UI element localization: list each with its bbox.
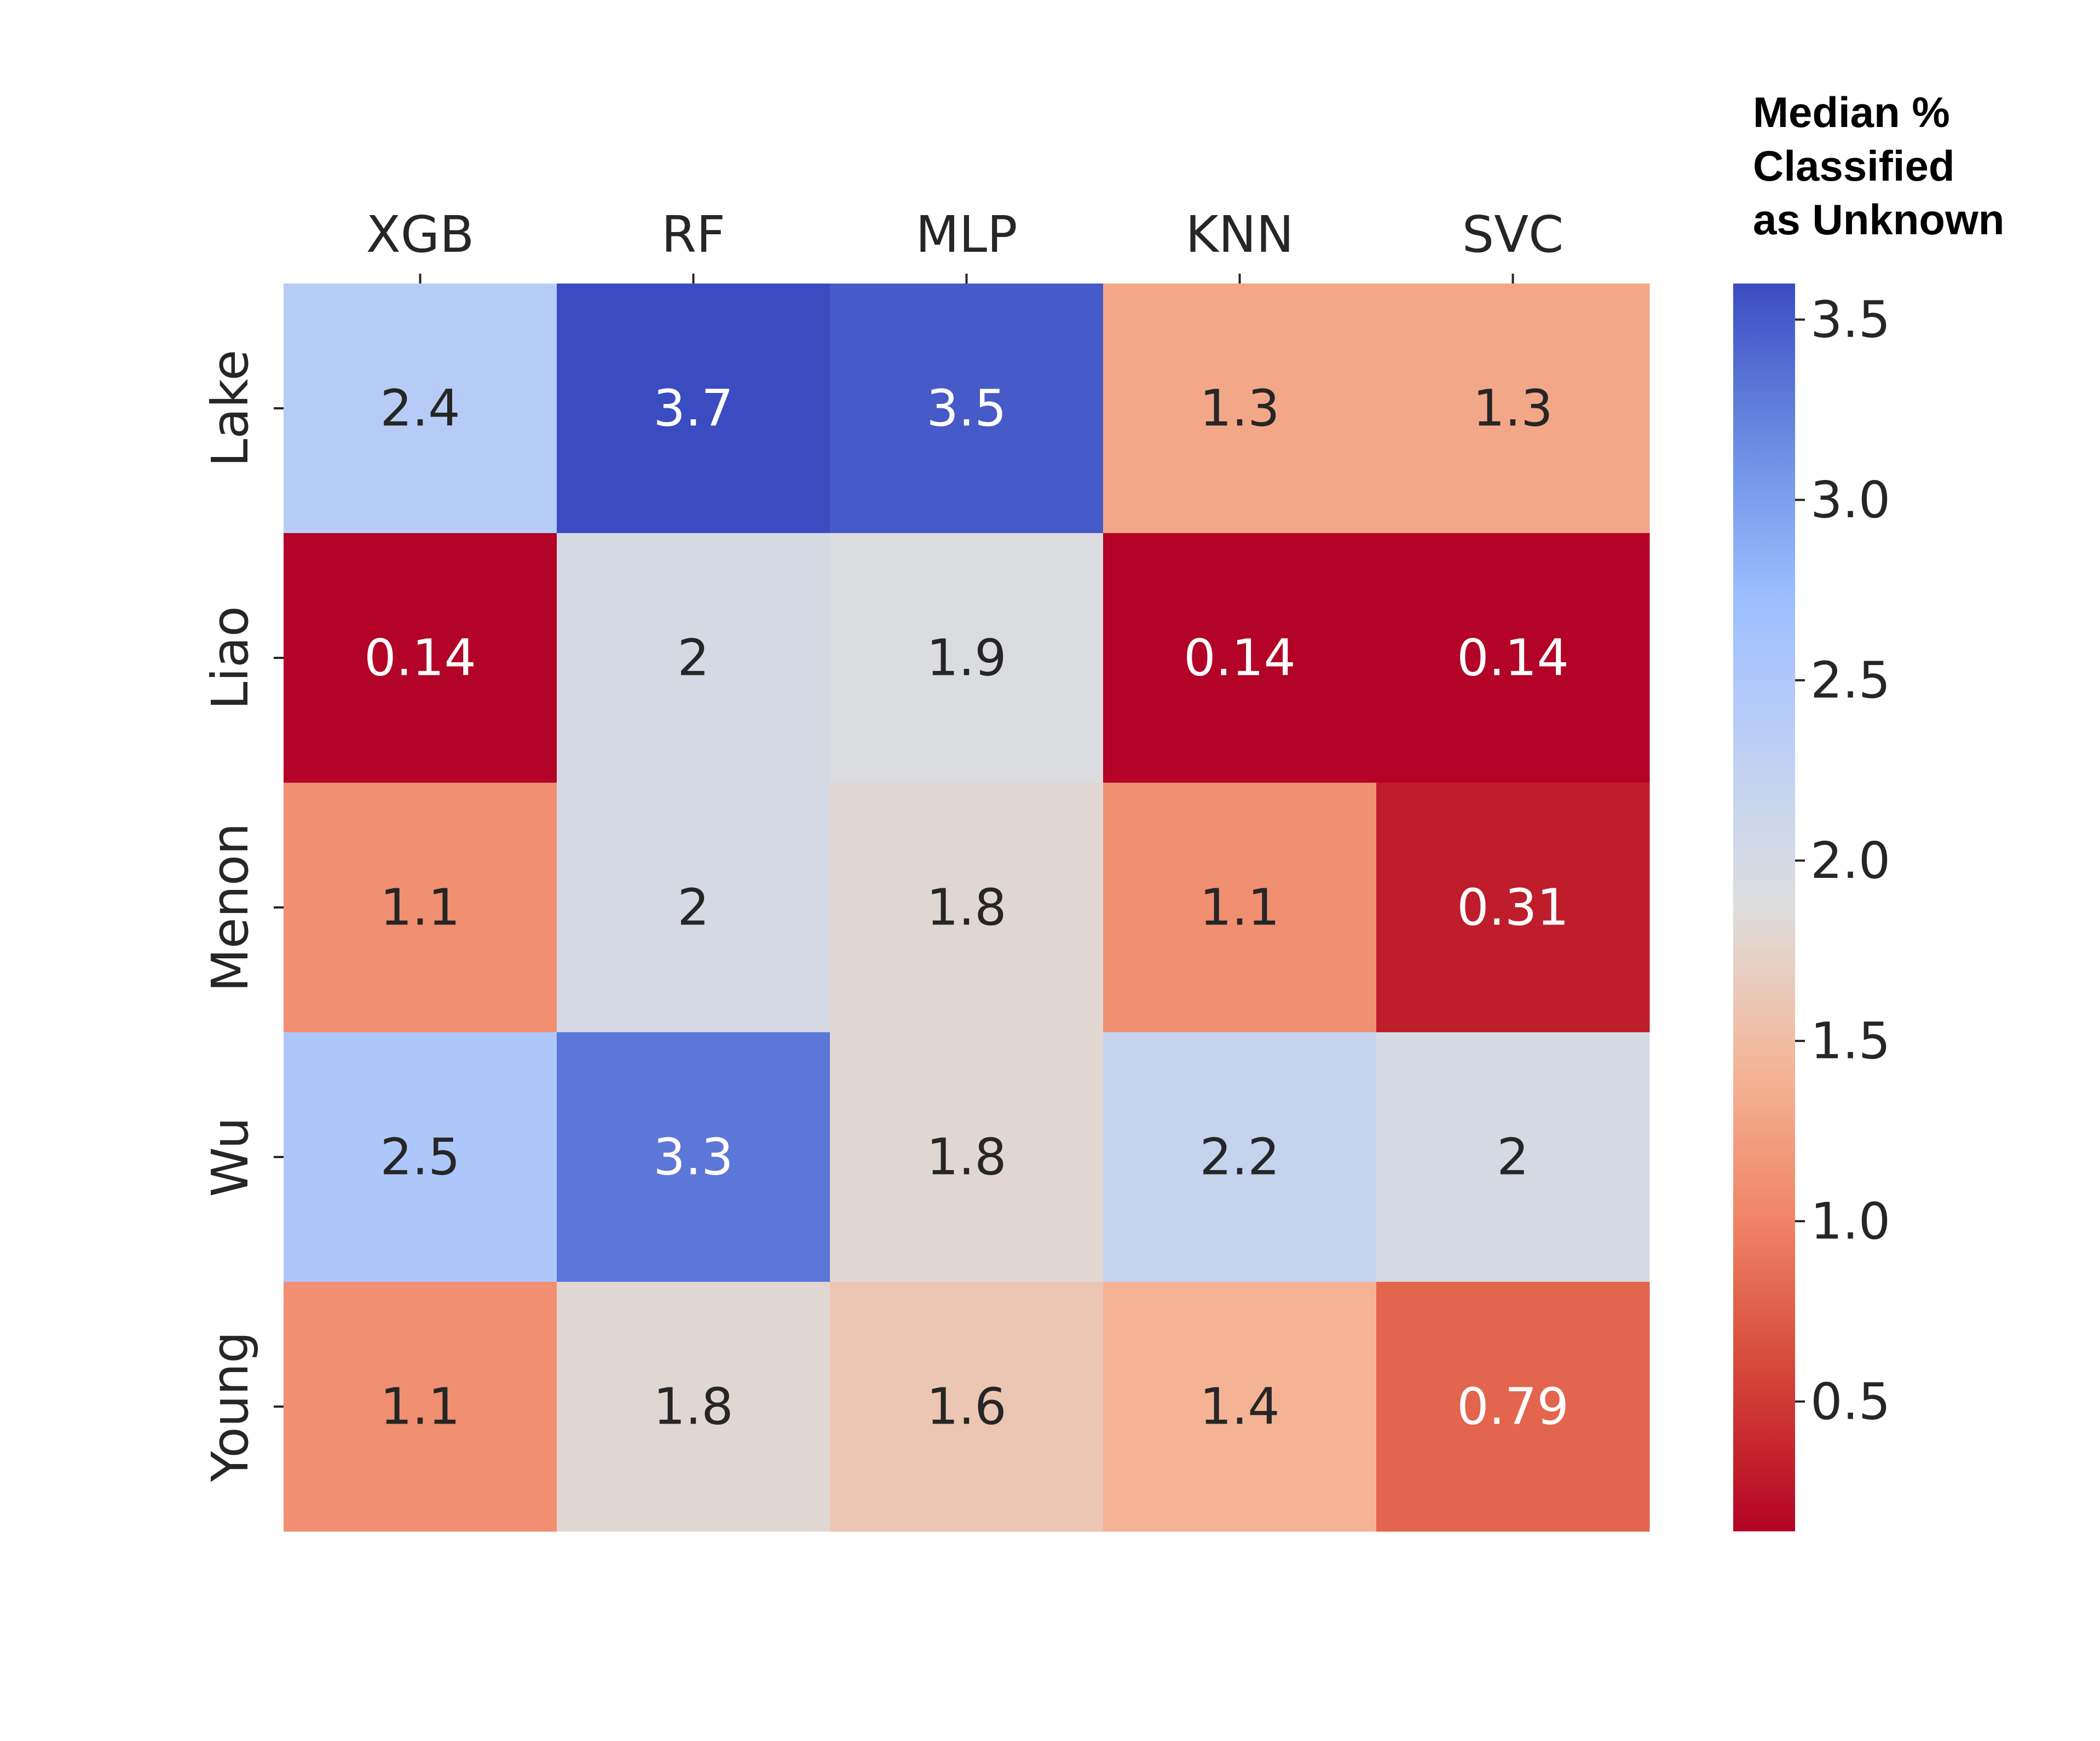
heatmap-cell-wu-mlp (830, 1032, 1104, 1282)
colorbar-tick-label: 3.5 (1810, 290, 1890, 349)
heatmap-cell-liao-knn (1103, 533, 1377, 783)
cell-value-label: 0.79 (1457, 1378, 1569, 1436)
heatmap-cell-young-xgb (284, 1282, 557, 1532)
heatmap-cell-young-rf (557, 1282, 830, 1532)
heatmap-cell-young-mlp (830, 1282, 1104, 1532)
x-tick-label-mlp: MLP (915, 205, 1017, 264)
cell-value-label: 1.8 (926, 878, 1006, 937)
colorbar-title-line: as Unknown (1753, 195, 2004, 244)
heatmap-cell-wu-rf (557, 1032, 830, 1282)
colorbar (1733, 284, 1795, 1531)
colorbar-tick-label: 1.5 (1810, 1011, 1890, 1070)
cell-value-label: 1.1 (1199, 878, 1279, 937)
heatmap-cell-liao-svc (1376, 533, 1650, 783)
cell-value-label: 3.7 (653, 379, 733, 438)
heatmap-cell-lake-xgb (284, 284, 557, 534)
colorbar-title-line: Classified (1753, 142, 1954, 190)
x-tick-label-svc: SVC (1462, 205, 1564, 264)
cell-value-label: 1.1 (380, 1378, 460, 1436)
colorbar-tick-label: 2.0 (1810, 831, 1890, 890)
cell-value-label: 2 (1497, 1128, 1529, 1187)
heatmap-cell-lake-knn (1103, 284, 1377, 534)
cell-value-label: 1.6 (926, 1378, 1006, 1436)
heatmap-cell-menon-xgb (284, 783, 557, 1033)
y-tick-label-lake: Lake (201, 350, 259, 467)
heatmap-cell-liao-rf (557, 533, 830, 783)
heatmap-cell-young-knn (1103, 1282, 1377, 1532)
y-tick-label-liao: Liao (201, 606, 259, 709)
heatmap-cell-menon-mlp (830, 783, 1104, 1033)
cell-value-label: 2.4 (380, 379, 460, 438)
cell-value-label: 1.9 (926, 629, 1006, 687)
cell-value-label: 0.14 (1184, 629, 1296, 687)
colorbar-title-line: Median % (1753, 88, 1950, 136)
cell-value-label: 0.14 (364, 629, 476, 687)
cell-value-label: 1.3 (1199, 379, 1279, 438)
heatmap-cell-lake-rf (557, 284, 830, 534)
heatmap-cell-lake-svc (1376, 284, 1650, 534)
cell-value-label: 1.1 (380, 878, 460, 937)
x-tick-label-xgb: XGB (366, 205, 474, 264)
colorbar-tick-label: 2.5 (1810, 651, 1890, 709)
cell-value-label: 2.5 (380, 1128, 460, 1187)
colorbar-tick-label: 3.0 (1810, 471, 1890, 529)
y-tick-label-wu: Wu (201, 1117, 259, 1197)
colorbar-tick-label: 0.5 (1810, 1372, 1890, 1431)
x-tick-label-knn: KNN (1186, 205, 1294, 264)
cell-value-label: 2 (677, 878, 709, 937)
cell-value-label: 1.4 (1199, 1378, 1279, 1436)
cell-value-label: 1.3 (1473, 379, 1553, 438)
heatmap-cell-menon-rf (557, 783, 830, 1033)
cell-value-label: 3.3 (653, 1128, 733, 1187)
heatmap-cell-young-svc (1376, 1282, 1650, 1532)
cell-value-label: 3.5 (926, 379, 1006, 438)
heatmap-cell-liao-xgb (284, 533, 557, 783)
heatmap-cell-wu-svc (1376, 1032, 1650, 1282)
cell-value-label: 2 (677, 629, 709, 687)
cell-value-label: 0.31 (1457, 878, 1569, 937)
cell-value-label: 1.8 (653, 1378, 733, 1436)
heatmap-cell-liao-mlp (830, 533, 1104, 783)
heatmap-cell-wu-knn (1103, 1032, 1377, 1282)
cell-value-label: 1.8 (926, 1128, 1006, 1187)
cell-value-label: 2.2 (1199, 1128, 1279, 1187)
y-tick-label-menon: Menon (201, 823, 259, 992)
heatmap-cell-lake-mlp (830, 284, 1104, 534)
heatmap-cell-menon-knn (1103, 783, 1377, 1033)
cell-value-label: 0.14 (1457, 629, 1569, 687)
heatmap-cell-menon-svc (1376, 783, 1650, 1033)
colorbar-tick-label: 1.0 (1810, 1192, 1890, 1251)
heatmap-cell-wu-xgb (284, 1032, 557, 1282)
y-tick-label-young: Young (201, 1331, 259, 1482)
x-tick-label-rf: RF (661, 205, 725, 264)
